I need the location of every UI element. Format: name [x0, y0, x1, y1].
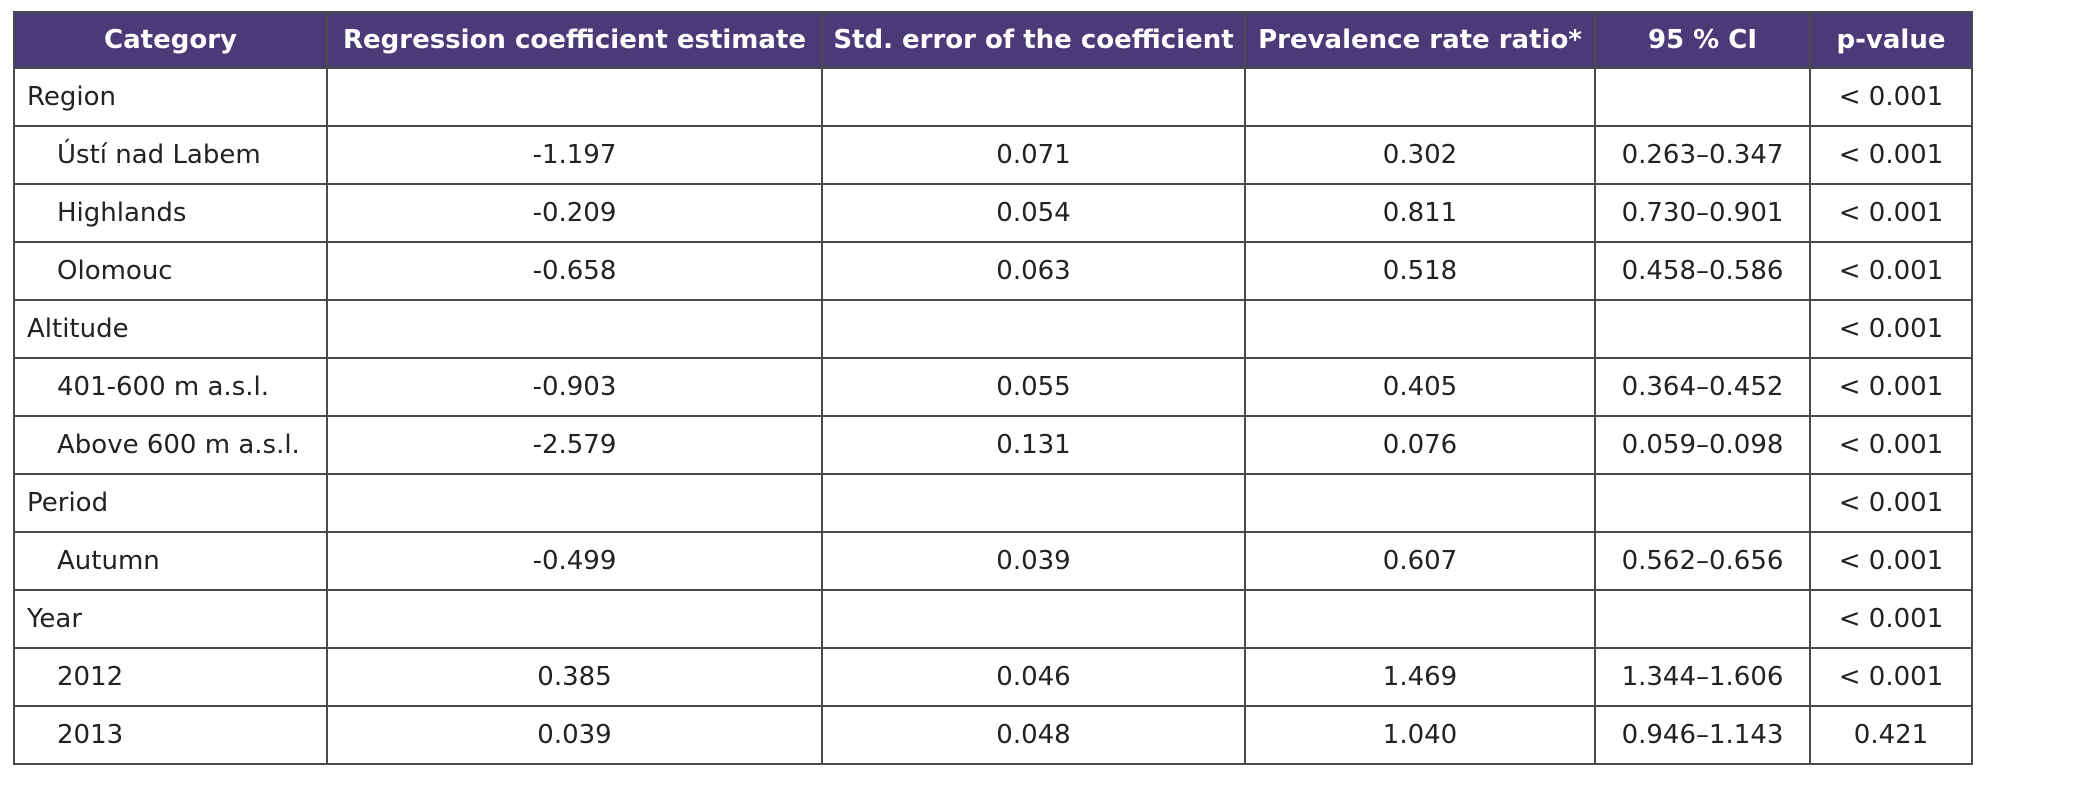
cell-coefficient: -1.197 [326, 125, 823, 185]
cell-std-error: 0.039 [821, 531, 1246, 591]
cell-prevalence-rate-ratio [1244, 473, 1596, 533]
regression-results-table: Category Regression coefficient estimate… [13, 11, 1973, 765]
table-row: Altitude < 0.001 [13, 299, 1973, 359]
cell-category: 401-600 m a.s.l. [13, 357, 328, 417]
cell-prevalence-rate-ratio: 0.518 [1244, 241, 1596, 301]
table-row: Region < 0.001 [13, 67, 1973, 127]
cell-std-error: 0.063 [821, 241, 1246, 301]
header-confidence-interval: 95 % CI [1594, 11, 1811, 69]
cell-coefficient: -2.579 [326, 415, 823, 475]
cell-prevalence-rate-ratio: 1.469 [1244, 647, 1596, 707]
cell-prevalence-rate-ratio [1244, 589, 1596, 649]
cell-coefficient: 0.039 [326, 705, 823, 765]
cell-confidence-interval: 0.458–0.586 [1594, 241, 1811, 301]
cell-prevalence-rate-ratio: 0.076 [1244, 415, 1596, 475]
header-coefficient: Regression coefficient estimate [326, 11, 823, 69]
cell-p-value: < 0.001 [1809, 241, 1973, 301]
cell-category: Ústí nad Labem [13, 125, 328, 185]
cell-std-error [821, 299, 1246, 359]
cell-p-value: < 0.001 [1809, 589, 1973, 649]
table-row: Period < 0.001 [13, 473, 1973, 533]
cell-p-value: < 0.001 [1809, 299, 1973, 359]
cell-std-error [821, 589, 1246, 649]
header-prevalence-rate-ratio: Prevalence rate ratio* [1244, 11, 1596, 69]
cell-p-value: < 0.001 [1809, 473, 1973, 533]
cell-coefficient: 0.385 [326, 647, 823, 707]
cell-coefficient [326, 299, 823, 359]
cell-category: Olomouc [13, 241, 328, 301]
cell-std-error [821, 67, 1246, 127]
cell-coefficient [326, 67, 823, 127]
cell-confidence-interval [1594, 473, 1811, 533]
cell-category: Period [13, 473, 328, 533]
cell-confidence-interval: 0.730–0.901 [1594, 183, 1811, 243]
cell-p-value: < 0.001 [1809, 647, 1973, 707]
header-category: Category [13, 11, 328, 69]
cell-coefficient: -0.209 [326, 183, 823, 243]
cell-coefficient: -0.658 [326, 241, 823, 301]
table-row: 2012 0.385 0.046 1.469 1.344–1.606 < 0.0… [13, 647, 1973, 707]
cell-std-error: 0.048 [821, 705, 1246, 765]
cell-confidence-interval: 0.946–1.143 [1594, 705, 1811, 765]
cell-category: Region [13, 67, 328, 127]
cell-prevalence-rate-ratio: 1.040 [1244, 705, 1596, 765]
table-row: Ústí nad Labem -1.197 0.071 0.302 0.263–… [13, 125, 1973, 185]
cell-confidence-interval [1594, 299, 1811, 359]
cell-prevalence-rate-ratio [1244, 299, 1596, 359]
cell-p-value: < 0.001 [1809, 415, 1973, 475]
cell-std-error: 0.055 [821, 357, 1246, 417]
cell-confidence-interval: 1.344–1.606 [1594, 647, 1811, 707]
cell-p-value: < 0.001 [1809, 67, 1973, 127]
cell-prevalence-rate-ratio: 0.607 [1244, 531, 1596, 591]
cell-confidence-interval [1594, 589, 1811, 649]
table-row: 2013 0.039 0.048 1.040 0.946–1.143 0.421 [13, 705, 1973, 765]
cell-category: 2012 [13, 647, 328, 707]
cell-category: Year [13, 589, 328, 649]
cell-coefficient: -0.903 [326, 357, 823, 417]
cell-std-error: 0.046 [821, 647, 1246, 707]
cell-confidence-interval: 0.263–0.347 [1594, 125, 1811, 185]
table-row: Autumn -0.499 0.039 0.607 0.562–0.656 < … [13, 531, 1973, 591]
cell-confidence-interval: 0.059–0.098 [1594, 415, 1811, 475]
cell-std-error: 0.071 [821, 125, 1246, 185]
cell-confidence-interval: 0.562–0.656 [1594, 531, 1811, 591]
cell-category: Highlands [13, 183, 328, 243]
header-p-value: p-value [1809, 11, 1973, 69]
cell-category: Altitude [13, 299, 328, 359]
cell-std-error: 0.054 [821, 183, 1246, 243]
cell-confidence-interval [1594, 67, 1811, 127]
cell-p-value: 0.421 [1809, 705, 1973, 765]
cell-coefficient [326, 473, 823, 533]
table-header-row: Category Regression coefficient estimate… [13, 11, 1973, 69]
table-row: Olomouc -0.658 0.063 0.518 0.458–0.586 <… [13, 241, 1973, 301]
cell-confidence-interval: 0.364–0.452 [1594, 357, 1811, 417]
cell-p-value: < 0.001 [1809, 125, 1973, 185]
table-row: Year < 0.001 [13, 589, 1973, 649]
table-row: Above 600 m a.s.l. -2.579 0.131 0.076 0.… [13, 415, 1973, 475]
cell-category: Autumn [13, 531, 328, 591]
cell-coefficient [326, 589, 823, 649]
cell-category: 2013 [13, 705, 328, 765]
cell-prevalence-rate-ratio: 0.405 [1244, 357, 1596, 417]
cell-prevalence-rate-ratio: 0.302 [1244, 125, 1596, 185]
cell-std-error [821, 473, 1246, 533]
cell-p-value: < 0.001 [1809, 357, 1973, 417]
cell-prevalence-rate-ratio: 0.811 [1244, 183, 1596, 243]
cell-prevalence-rate-ratio [1244, 67, 1596, 127]
cell-p-value: < 0.001 [1809, 183, 1973, 243]
table-row: Highlands -0.209 0.054 0.811 0.730–0.901… [13, 183, 1973, 243]
cell-coefficient: -0.499 [326, 531, 823, 591]
cell-p-value: < 0.001 [1809, 531, 1973, 591]
cell-category: Above 600 m a.s.l. [13, 415, 328, 475]
table-row: 401-600 m a.s.l. -0.903 0.055 0.405 0.36… [13, 357, 1973, 417]
header-std-error: Std. error of the coefficient [821, 11, 1246, 69]
cell-std-error: 0.131 [821, 415, 1246, 475]
